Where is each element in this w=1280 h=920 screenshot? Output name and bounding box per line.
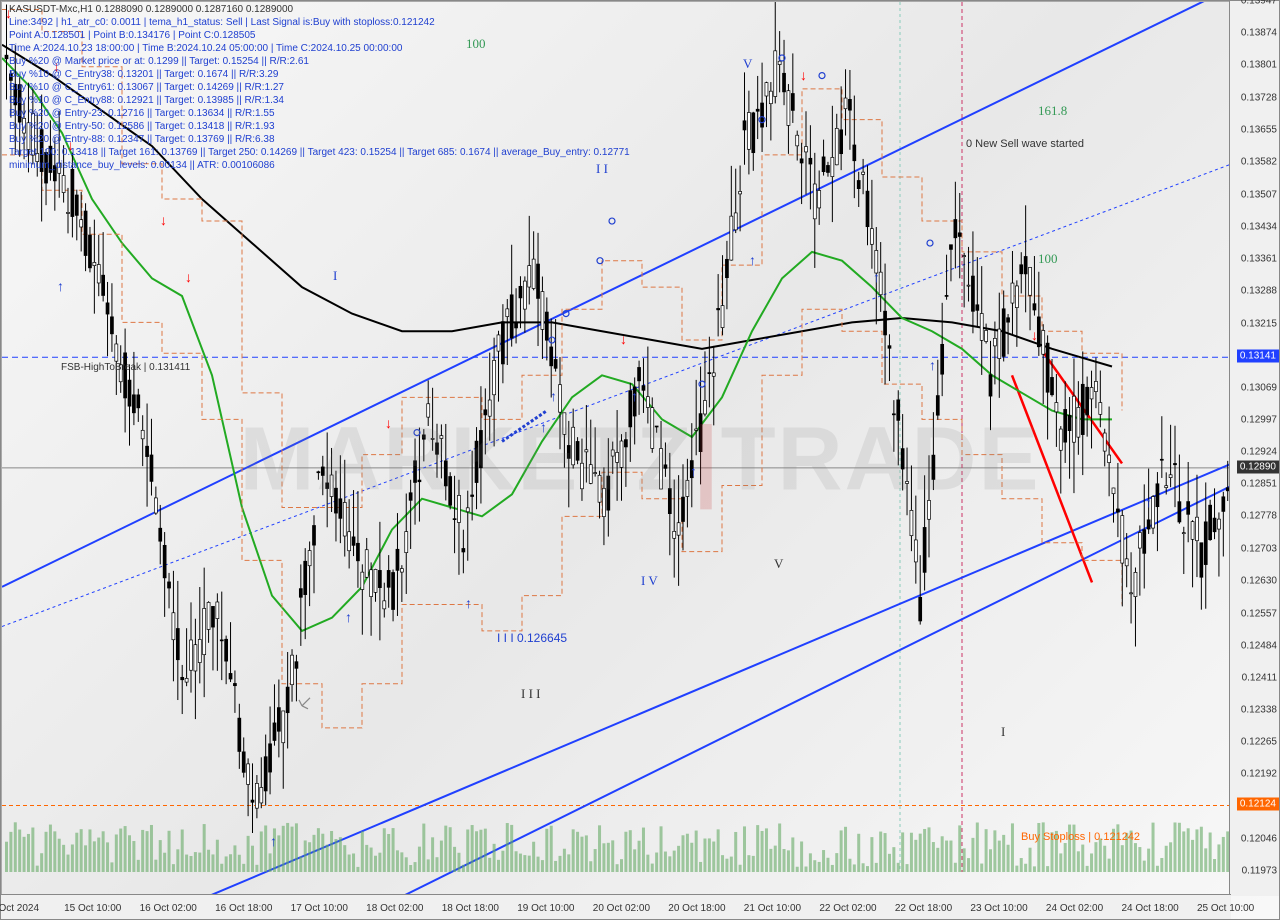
y-tick: 0.12997 [1241,414,1277,425]
y-tick: 0.12484 [1241,640,1277,651]
up-arrow-icon: ↑ [540,419,547,435]
y-tick: 0.11973 [1242,866,1277,877]
annotation: I I I 0.126645 [497,631,567,645]
header-line: Buy %10 @ C_Entry61: 0.13067 || Target: … [9,82,284,93]
x-tick: 18 Oct 18:00 [442,903,499,914]
x-tick: 22 Oct 02:00 [819,903,876,914]
y-tick: 0.12411 [1242,672,1277,683]
x-tick: 25 Oct 10:00 [1197,903,1254,914]
wave-label: V [743,56,752,72]
annotation: 0 New Sell wave started [966,138,1084,150]
wave-label: I I [596,161,608,177]
y-tick: 0.13069 [1241,382,1277,393]
y-tick: 0.13582 [1241,156,1277,167]
chart-container: MARKETZ|TRADE 0.139470.138740.138010.137… [0,0,1280,920]
x-tick: 14 Oct 2024 [0,903,39,914]
wave-label: 100 [1038,251,1058,267]
x-tick: 19 Oct 10:00 [517,903,574,914]
wave-label: I I I [521,686,541,702]
y-tick: 0.12924 [1241,446,1277,457]
annotation: Buy Stoploss | 0.121242 [1021,831,1140,843]
y-tick: 0.12338 [1241,705,1277,716]
down-arrow-icon: ↓ [1031,327,1038,343]
x-tick: 15 Oct 10:00 [64,903,121,914]
y-tick: 0.12851 [1241,479,1277,490]
y-tick: 0.12778 [1241,511,1277,522]
header-line: Buy %20 @ Entry-23: 0.12716 || Target: 0… [9,108,275,119]
x-tick: 23 Oct 10:00 [970,903,1027,914]
header-line: Point A:0.128501 | Point B:0.134176 | Po… [9,30,256,41]
down-arrow-icon: ↓ [800,67,807,83]
y-tick: 0.13728 [1241,92,1277,103]
y-tick: 0.12703 [1241,544,1277,555]
header-line: minimum_distance_buy_levels: 0.00134 || … [9,160,275,171]
x-tick: 18 Oct 02:00 [366,903,423,914]
price-badge: 0.13141 [1237,350,1279,363]
x-tick: 17 Oct 10:00 [291,903,348,914]
up-arrow-icon: ↑ [270,833,277,849]
up-arrow-icon: ↑ [929,357,936,373]
y-tick: 0.13215 [1241,318,1277,329]
y-tick: 0.13507 [1241,189,1277,200]
y-tick: 0.13288 [1241,286,1277,297]
header-line: KASUSDT-Mxc,H1 0.1288090 0.1289000 0.128… [9,4,293,15]
x-tick: 20 Oct 02:00 [593,903,650,914]
down-arrow-icon: ↓ [160,212,167,228]
header-line: Buy %20 @ Market price or at: 0.1299 || … [9,56,309,67]
up-arrow-icon: ↑ [57,278,64,294]
up-arrow-icon: ↑ [465,595,472,611]
header-line: Line:3492 | h1_atr_c0: 0.0011 | tema_h1_… [9,17,435,28]
x-tick: 22 Oct 18:00 [895,903,952,914]
y-tick: 0.13874 [1241,28,1277,39]
price-badge: 0.12890 [1237,460,1279,473]
wave-label: 161.8 [1038,103,1067,119]
annotation: FSB-HighToBreak | 0.131411 [61,362,190,373]
header-line: Buy %10 @ C_Entry88: 0.12921 || Target: … [9,95,284,106]
y-axis: 0.13947 0.13874 0.13801 0.13728 0.13655 0.135… [1229,1,1279,896]
x-tick: 21 Oct 10:00 [744,903,801,914]
x-tick: 24 Oct 02:00 [1046,903,1103,914]
header-line: Buy %20 @ Entry-88: 0.12347 || Target: 0… [9,134,275,145]
y-tick: 0.12046 [1241,833,1277,844]
header-line: Buy %10 @ C_Entry38: 0.13201 || Target: … [9,69,278,80]
wave-label: I V [641,573,658,589]
y-tick: 0.13947 [1241,0,1277,7]
wave-label: I [333,268,337,284]
y-tick: 0.13434 [1241,222,1277,233]
wave-label: I [1001,724,1005,740]
up-arrow-icon: ↑ [345,609,352,625]
y-tick: 0.12265 [1241,737,1277,748]
up-arrow-icon: ↑ [550,388,557,404]
up-arrow-icon: ↑ [1145,494,1152,510]
up-arrow-icon: ↑ [749,252,756,268]
x-tick: 20 Oct 18:00 [668,903,725,914]
y-tick: 0.13655 [1241,124,1277,135]
up-arrow-icon: ↑ [690,463,697,479]
price-badge: 0.12124 [1237,798,1279,811]
header-line: Target 100: 0.13418 || Target 161: 0.137… [9,147,630,158]
x-tick: 16 Oct 18:00 [215,903,272,914]
down-arrow-icon: ↓ [620,331,627,347]
y-tick: 0.12630 [1241,576,1277,587]
x-tick: 24 Oct 18:00 [1121,903,1178,914]
up-arrow-icon: ↑ [631,388,638,404]
y-tick: 0.12557 [1241,608,1277,619]
y-tick: 0.12192 [1241,769,1277,780]
x-axis: 14 Oct 2024 15 Oct 10:00 16 Oct 02:00 16 Oc… [1,894,1231,919]
down-arrow-icon: ↓ [385,415,392,431]
header-line: Buy %20 @ Entry-50: 0.12586 || Target: 0… [9,121,275,132]
x-tick: 16 Oct 02:00 [140,903,197,914]
up-arrow-icon: ↑ [873,269,880,285]
y-tick: 0.13801 [1241,60,1277,71]
y-tick: 0.13361 [1241,254,1277,265]
wave-label: 100 [466,36,486,52]
down-arrow-icon: ↓ [185,269,192,285]
header-line: Time A:2024.10.23 18:00:00 | Time B:2024… [9,43,402,54]
wave-label: V [774,556,783,572]
